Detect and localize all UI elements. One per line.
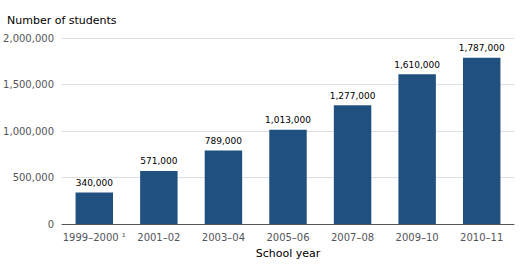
svg-text:Number of students: Number of students — [7, 14, 117, 27]
svg-text:2005–06: 2005–06 — [266, 232, 309, 243]
svg-text:2010–11: 2010–11 — [460, 232, 503, 243]
svg-text:1,610,000: 1,610,000 — [394, 60, 440, 70]
svg-text:1,500,000: 1,500,000 — [3, 79, 54, 90]
svg-text:2003–04: 2003–04 — [202, 232, 245, 243]
svg-text:789,000: 789,000 — [205, 136, 242, 146]
svg-text:1,277,000: 1,277,000 — [330, 91, 376, 101]
svg-text:2,000,000: 2,000,000 — [3, 33, 54, 44]
svg-text:500,000: 500,000 — [13, 172, 54, 183]
svg-text:1999–2000 ¹: 1999–2000 ¹ — [63, 232, 126, 243]
svg-text:2007–08: 2007–08 — [331, 232, 374, 243]
svg-text:340,000: 340,000 — [76, 178, 113, 188]
svg-text:2001–02: 2001–02 — [137, 232, 180, 243]
svg-text:School year: School year — [256, 247, 321, 260]
svg-text:1,013,000: 1,013,000 — [265, 115, 311, 125]
svg-text:0: 0 — [48, 219, 54, 230]
svg-text:1,000,000: 1,000,000 — [3, 126, 54, 137]
svg-text:1,787,000: 1,787,000 — [459, 43, 505, 53]
svg-text:571,000: 571,000 — [140, 156, 177, 166]
svg-text:2009–10: 2009–10 — [396, 232, 439, 243]
